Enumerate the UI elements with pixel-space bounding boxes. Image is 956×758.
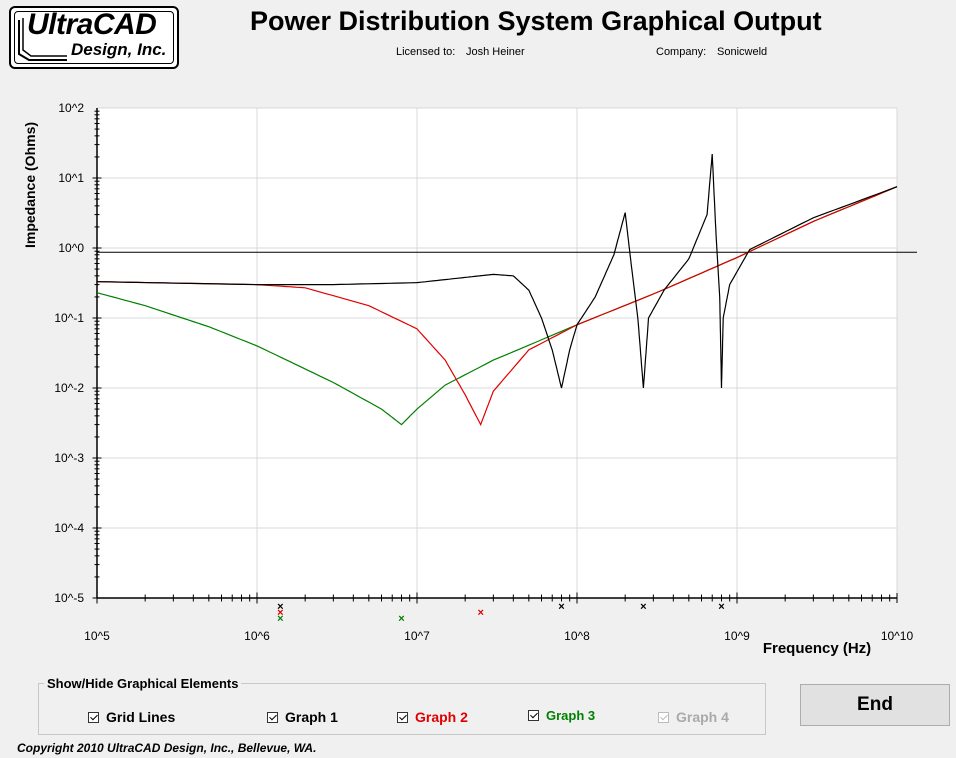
logo-frame (14, 11, 174, 64)
ultracad-logo: UltraCAD Design, Inc. (9, 6, 179, 69)
licensed-label: Licensed to: (396, 46, 456, 58)
resonance-marker: × (277, 613, 283, 625)
y-tick-label: 10^2 (58, 101, 84, 115)
y-tick-label: 10^1 (58, 171, 84, 185)
graph2-checkbox[interactable]: Graph 2 (397, 709, 468, 725)
graph3-checkbox[interactable]: Graph 3 (528, 708, 595, 723)
graph4-checkbox[interactable]: Graph 4 (658, 709, 729, 725)
checkbox-checked-icon[interactable] (528, 710, 539, 721)
series-line-graph-1 (96, 153, 898, 389)
y-axis-label: Impedance (Ohms) (22, 122, 38, 248)
impedance-chart: 10^5 10^6 10^7 10^8 10^9 10^10 10^2 10^1 10^0 10^… (22, 101, 917, 657)
series-line-graph-2 (96, 186, 898, 427)
checkbox-checked-icon[interactable] (88, 711, 99, 723)
x-tick-label: 10^8 (564, 629, 590, 643)
graph4-label: Graph 4 (676, 709, 729, 725)
resonance-marker: × (558, 601, 564, 613)
resonance-marker: × (718, 601, 724, 613)
graph1-label: Graph 1 (285, 709, 338, 725)
x-tick-label: 10^5 (84, 629, 110, 643)
company-value: Sonicweld (717, 46, 768, 58)
x-tick-label: 10^9 (724, 629, 750, 643)
x-tick-label: 10^10 (881, 629, 914, 643)
resonance-marker: × (277, 601, 283, 613)
checkbox-checked-icon[interactable] (267, 711, 278, 723)
checkbox-checked-icon[interactable] (397, 711, 408, 723)
page-title: Power Distribution System Graphical Outp… (250, 6, 822, 36)
licensed-value: Josh Heiner (466, 46, 525, 58)
resonance-marker: × (640, 601, 646, 613)
resonance-marker: × (398, 613, 404, 625)
y-tick-label: 10^-2 (54, 381, 84, 395)
show-hide-title: Show/Hide Graphical Elements (44, 676, 242, 691)
y-tick-label: 10^-3 (54, 451, 84, 465)
copyright-text: Copyright 2010 UltraCAD Design, Inc., Be… (17, 741, 317, 755)
y-tick-label: 10^-5 (54, 591, 84, 605)
y-tick-label: 10^-1 (54, 311, 84, 325)
y-tick-label: 10^-4 (54, 521, 84, 535)
x-axis-label: Frequency (Hz) (763, 640, 871, 657)
graph3-label: Graph 3 (546, 708, 596, 723)
resonance-marker: × (277, 607, 283, 619)
graph1-checkbox[interactable]: Graph 1 (267, 709, 338, 725)
plot-area (97, 108, 897, 598)
logo-text-ultracad: UltraCAD (27, 8, 157, 41)
grid-lines-checkbox[interactable]: Grid Lines (88, 709, 175, 725)
x-tick-label: 10^6 (244, 629, 270, 643)
resonance-marker: × (477, 607, 483, 619)
end-button[interactable]: End (800, 684, 950, 726)
grid-lines-label: Grid Lines (106, 709, 176, 725)
logo-text-design: Design, Inc. (71, 40, 167, 59)
company-label: Company: (656, 46, 707, 58)
checkbox-checked-icon[interactable] (658, 711, 669, 723)
y-tick-label: 10^0 (58, 241, 84, 255)
x-tick-label: 10^7 (404, 629, 430, 643)
show-hide-groupbox (38, 683, 766, 735)
graph2-label: Graph 2 (415, 709, 468, 725)
logo-trace-lines (18, 18, 67, 61)
